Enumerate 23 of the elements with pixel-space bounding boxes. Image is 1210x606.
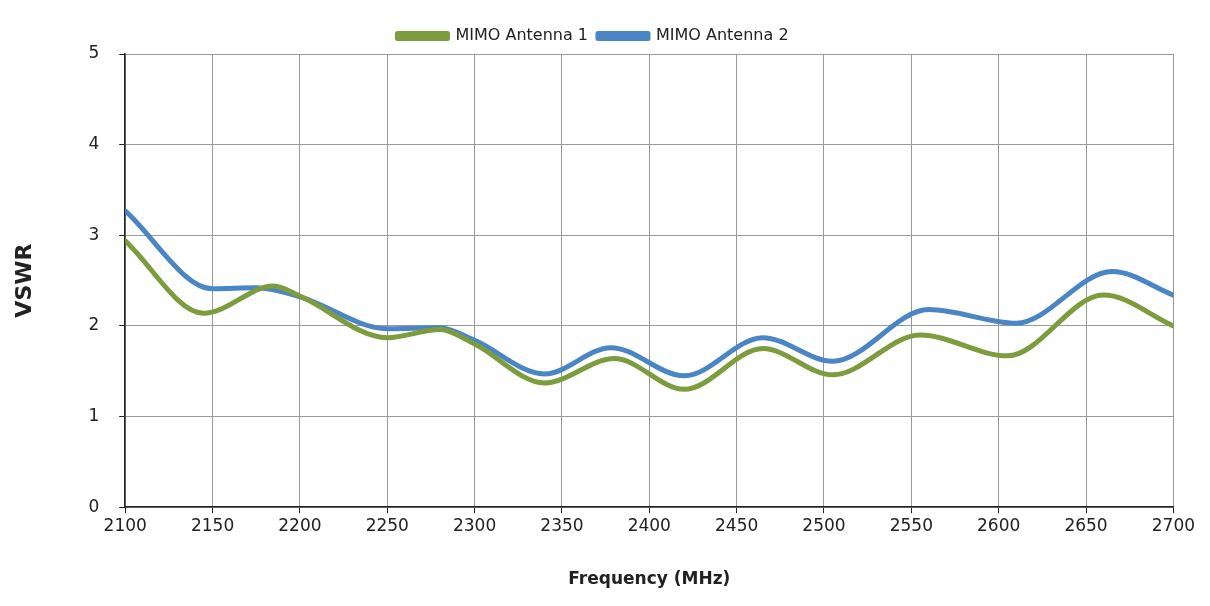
y-tick-label: 0 <box>88 495 100 516</box>
x-axis-title: Frequency (MHz) <box>568 568 731 589</box>
y-tick-label: 2 <box>88 314 100 335</box>
x-tick-label: 2500 <box>802 514 846 535</box>
x-tick-label: 2600 <box>977 514 1021 535</box>
legend-label: MIMO Antenna 2 <box>656 25 789 45</box>
x-tick-label: 2450 <box>715 514 759 535</box>
x-tick-label: 2150 <box>190 514 235 535</box>
y-tick-label: 3 <box>88 223 100 244</box>
x-tick-label: 2400 <box>627 514 671 535</box>
y-axis-title: VSWR <box>10 243 36 318</box>
x-tick-label: 2300 <box>452 514 497 535</box>
x-tick-label: 2100 <box>103 514 147 535</box>
x-tick-label: 2650 <box>1064 514 1108 535</box>
y-tick-label: 4 <box>88 133 100 154</box>
y-tick-label: 1 <box>88 404 100 425</box>
x-tick-label: 2200 <box>278 514 322 535</box>
x-tick-label: 2700 <box>1151 514 1195 535</box>
legend-label: MIMO Antenna 1 <box>455 25 588 45</box>
x-tick-label: 2550 <box>889 514 933 535</box>
x-tick-label: 2350 <box>540 514 584 535</box>
y-tick-label: 5 <box>88 42 100 63</box>
x-tick-label: 2250 <box>365 514 409 535</box>
